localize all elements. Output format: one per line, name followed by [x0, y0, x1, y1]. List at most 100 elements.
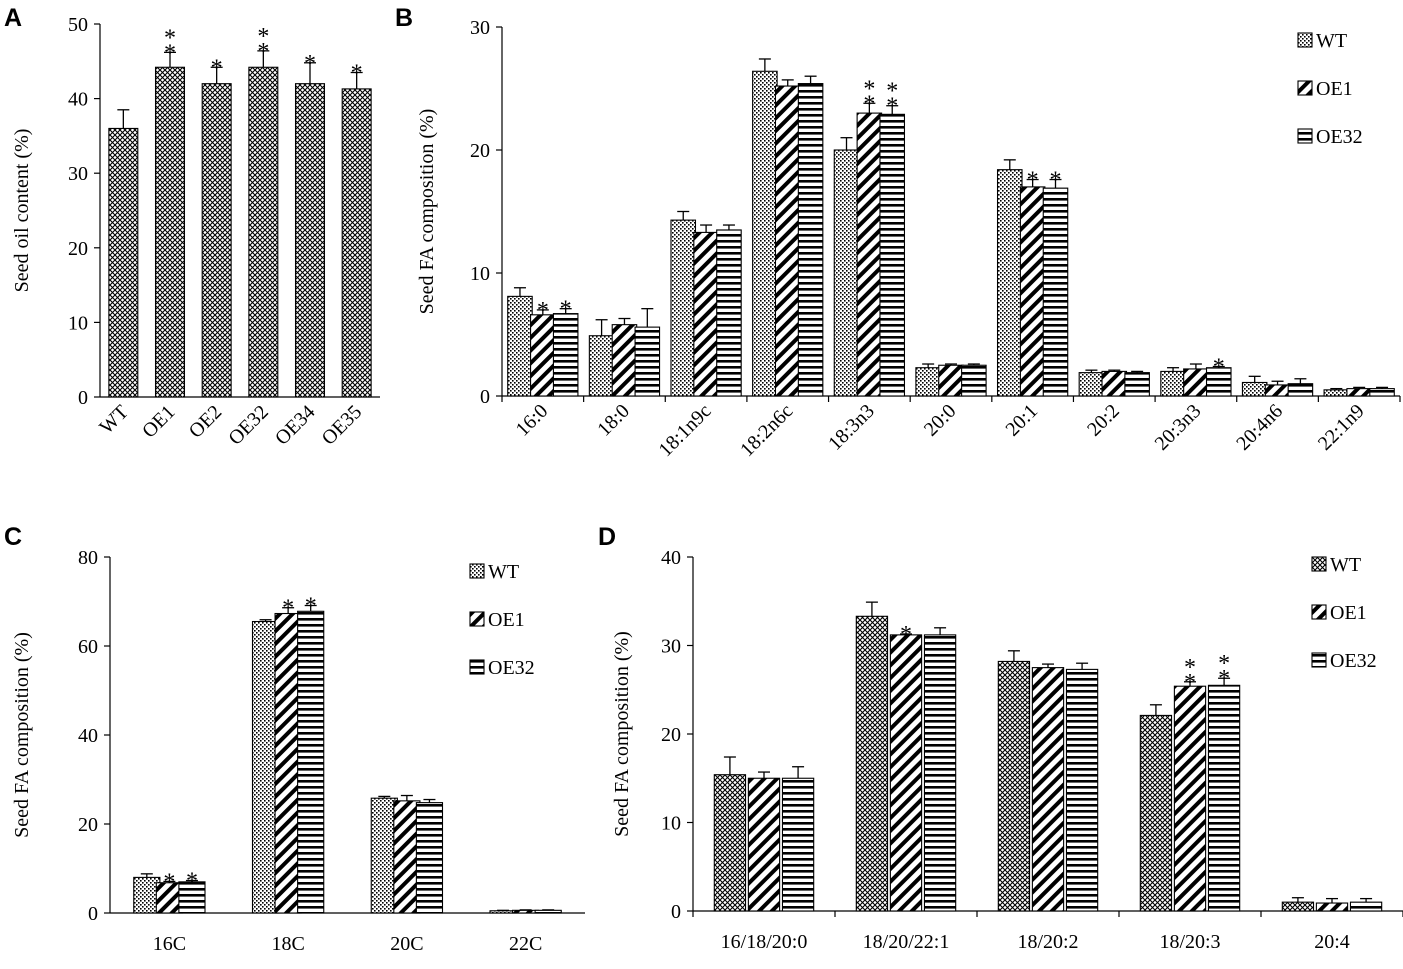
bar-oe1 — [1346, 388, 1372, 397]
bar-oe1 — [611, 324, 638, 397]
y-tick-label: 80 — [78, 547, 98, 569]
bar-wt — [1078, 372, 1105, 397]
x-tick-label: 20:2 — [1083, 400, 1124, 441]
x-tick-label: 16C — [153, 933, 186, 955]
bar-oe32 — [297, 610, 325, 914]
bar-oe32 — [634, 326, 661, 397]
x-tick-label: WT — [95, 401, 133, 439]
significance-mark: * — [1184, 655, 1196, 681]
bar-wt — [752, 70, 778, 397]
significance-mark: * — [1184, 670, 1196, 696]
significance-mark: * — [211, 55, 223, 81]
legend-label-oe1: OE1 — [488, 609, 525, 631]
bar-seed-oil-content — [248, 66, 279, 398]
bar-oe1 — [274, 612, 302, 914]
y-tick-label: 20 — [661, 724, 681, 746]
y-tick-label: 30 — [68, 163, 88, 185]
y-tick-label: 20 — [470, 140, 490, 162]
bar-oe32 — [797, 83, 824, 397]
bar-wt — [670, 219, 697, 397]
x-tick-label: 16:0 — [512, 400, 553, 441]
bar-oe32 — [716, 229, 742, 397]
legend: WT OE1 OE32 — [1297, 30, 1363, 148]
legend-swatch-oe1 — [469, 611, 485, 627]
bar-oe32 — [879, 113, 906, 397]
bar-oe32 — [1065, 668, 1099, 912]
bar-oe32 — [1369, 388, 1395, 397]
x-tick-label: 22:1n9 — [1314, 400, 1369, 455]
x-tick-label: 18:2n6c — [736, 400, 797, 461]
bar-oe1 — [1019, 186, 1046, 397]
significance-mark: * — [164, 25, 176, 51]
y-tick-label: 10 — [470, 263, 490, 285]
y-tick-label: 60 — [78, 636, 98, 658]
x-tick-label: OE1 — [138, 401, 179, 442]
legend-swatch-oe32 — [1311, 652, 1327, 668]
significance-mark: * — [900, 622, 912, 648]
bar-wt — [1323, 389, 1350, 397]
bar-oe1 — [1031, 667, 1065, 912]
x-tick-label: 20:4 — [1314, 931, 1350, 953]
bar-wt — [996, 169, 1023, 397]
x-tick-label: 18:0 — [593, 400, 634, 441]
x-tick-label: OE34 — [271, 401, 320, 450]
legend-label-wt: WT — [488, 561, 519, 583]
legend-swatch-oe32 — [1297, 128, 1313, 144]
legend-label-wt: WT — [1316, 30, 1347, 52]
x-tick-label: 18:3n3 — [824, 400, 879, 455]
panel-label-d: D — [598, 523, 616, 551]
bar-wt — [588, 335, 615, 397]
y-tick-label: 0 — [78, 387, 88, 409]
bar-oe32 — [534, 909, 562, 914]
bar-oe1 — [774, 85, 801, 397]
y-axis-title: Seed FA composition (%) — [416, 109, 438, 315]
bar-oe1 — [938, 364, 964, 397]
x-tick-label: 22C — [509, 933, 542, 955]
bar-oe32 — [415, 802, 444, 914]
y-tick-label: 20 — [78, 814, 98, 836]
bar-seed-oil-content — [108, 127, 139, 398]
bar-oe1 — [1173, 685, 1207, 912]
x-tick-label: 18:1n9c — [655, 400, 716, 461]
bar-oe1 — [393, 800, 421, 914]
legend: WT OE1 OE32 — [1311, 554, 1377, 672]
x-tick-label: OE2 — [185, 401, 226, 442]
panel-label-b: B — [395, 4, 413, 32]
x-tick-label: 18/20:2 — [1017, 931, 1078, 953]
y-tick-label: 30 — [470, 17, 490, 39]
bar-oe1 — [155, 882, 183, 914]
y-axis-title: Seed FA composition (%) — [11, 632, 33, 838]
bar-wt — [1139, 714, 1173, 912]
significance-mark: * — [305, 594, 317, 620]
significance-mark: * — [257, 24, 269, 50]
bar-oe32 — [1124, 372, 1150, 397]
legend-label-oe32: OE32 — [488, 657, 535, 679]
bar-wt — [370, 797, 398, 914]
bar-oe1 — [747, 777, 781, 912]
legend: WT OE1 OE32 — [469, 561, 535, 679]
bar-wt — [915, 367, 941, 397]
bar-seed-oil-content — [154, 66, 186, 398]
legend-label-oe32: OE32 — [1330, 650, 1377, 672]
legend-label-wt: WT — [1330, 554, 1361, 576]
panel-label-a: A — [4, 4, 22, 32]
x-tick-label: 20:0 — [920, 400, 961, 441]
bar-oe32 — [1042, 187, 1069, 397]
bar-oe1 — [856, 112, 883, 397]
legend-swatch-oe1 — [1311, 604, 1327, 620]
bar-wt — [1281, 901, 1315, 912]
significance-mark: * — [863, 76, 875, 102]
y-tick-label: 0 — [671, 901, 681, 923]
bar-wt — [855, 615, 889, 912]
bar-wt — [833, 149, 860, 397]
bar-oe1 — [1101, 370, 1128, 397]
significance-mark: * — [1027, 168, 1039, 194]
bar-oe32 — [1349, 901, 1383, 912]
legend-label-oe1: OE1 — [1330, 602, 1367, 624]
legend-label-oe32: OE32 — [1316, 126, 1363, 148]
bar-wt — [251, 620, 280, 914]
significance-mark: * — [1218, 651, 1230, 677]
y-tick-label: 10 — [68, 312, 88, 334]
